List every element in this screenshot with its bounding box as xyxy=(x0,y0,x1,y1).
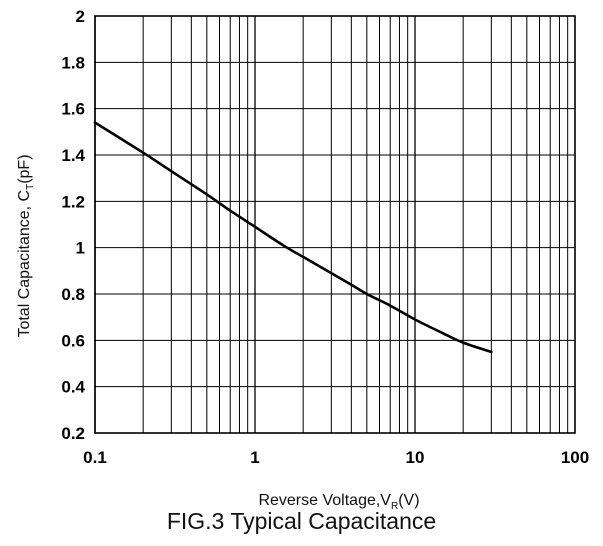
x-axis-label-main: Reverse Voltage,V xyxy=(258,492,391,509)
x-axis-label-subscript: R xyxy=(391,501,398,512)
x-tick-labels: 0.1 1 10 100 xyxy=(83,448,589,467)
x-tick-label: 10 xyxy=(406,448,425,467)
y-tick-label: 1.4 xyxy=(61,146,85,165)
y-tick-label: 2 xyxy=(76,7,85,26)
y-tick-label: 0.2 xyxy=(61,424,85,443)
x-tick-label: 0.1 xyxy=(83,448,107,467)
y-tick-label: 1 xyxy=(76,239,85,258)
y-axis-label-subscript: T xyxy=(25,184,36,190)
y-axis-label-main: Total Capacitance, C xyxy=(16,190,33,338)
plot-frame xyxy=(94,15,576,434)
y-tick-label: 1.2 xyxy=(61,192,85,211)
curve-layer xyxy=(93,121,493,354)
x-tick-label: 1 xyxy=(250,448,259,467)
x-tick-label: 100 xyxy=(561,448,589,467)
figure-caption: FIG.3 Typical Capacitance xyxy=(166,508,437,534)
grid xyxy=(94,15,575,434)
y-tick-label: 0.4 xyxy=(61,378,85,397)
x-axis-label-suffix: (V) xyxy=(398,492,419,509)
capacitance-curve xyxy=(93,121,493,354)
y-axis-label: Total Capacitance, CT(pF) xyxy=(16,154,36,337)
x-axis-label: Reverse Voltage,VR(V) xyxy=(258,492,419,512)
y-tick-label: 1.8 xyxy=(61,53,85,72)
y-tick-label: 0.6 xyxy=(61,331,85,350)
y-tick-label: 0.8 xyxy=(61,285,85,304)
y-tick-labels: 0.2 0.4 0.6 0.8 1 1.2 1.4 1.6 1.8 2 xyxy=(61,7,85,443)
y-axis-label-suffix: (pF) xyxy=(16,154,33,183)
y-tick-label: 1.6 xyxy=(61,100,85,119)
